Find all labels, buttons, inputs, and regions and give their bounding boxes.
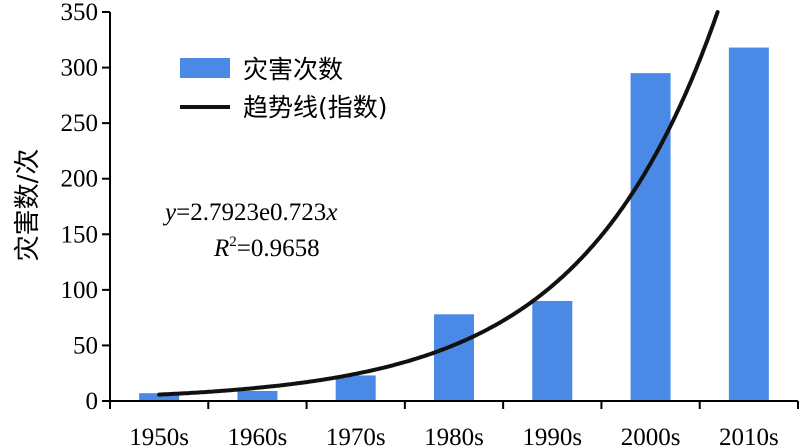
plot-area: 0 50 100 150 200 250 300 350 1950s 1960s 1970s 198… <box>61 0 799 448</box>
legend-label-bar: 灾害次数 <box>243 55 343 84</box>
x-ticks: 1950s 1960s 1970s 1980s 1990s 2000s 2010s <box>109 401 799 448</box>
legend-label-trend: 趋势线(指数) <box>243 93 388 122</box>
bar-1990s <box>532 300 573 401</box>
r2-sup: 2 <box>229 234 237 250</box>
y-tick-label: 150 <box>61 221 99 248</box>
bar-1950s <box>139 393 180 401</box>
x-tick-label: 2010s <box>719 424 779 448</box>
r2-symbol: R <box>213 235 229 262</box>
y-tick-label: 0 <box>86 388 99 415</box>
x-tick-label: 1950s <box>129 424 189 448</box>
bar-2010s <box>728 47 769 402</box>
bar-2000s <box>630 73 671 401</box>
x-tick-label: 1970s <box>326 424 386 448</box>
bar-group <box>139 47 769 402</box>
x-tick-label: 1980s <box>424 424 484 448</box>
r2-body: =0.9658 <box>237 235 320 262</box>
y-tick-label: 250 <box>61 110 99 137</box>
y-tick-label: 50 <box>73 332 98 359</box>
x-tick-label: 1990s <box>522 424 582 448</box>
y-axis-label: 灾害数/次 <box>13 149 43 262</box>
y-tick-label: 350 <box>61 0 99 26</box>
equation-body: =2.7923e0.723 <box>176 199 326 226</box>
trend-r-squared: R2=0.9658 <box>213 234 320 262</box>
y-ticks: 0 50 100 150 200 250 300 350 <box>61 0 110 415</box>
equation-var: x <box>325 199 337 226</box>
trendline <box>157 10 720 397</box>
equation-prefix: y <box>162 199 177 226</box>
legend: 灾害次数 趋势线(指数) <box>180 55 388 122</box>
y-tick-label: 300 <box>61 55 99 82</box>
x-tick-label: 2000s <box>621 424 681 448</box>
x-tick-label: 1960s <box>228 424 288 448</box>
y-tick-label: 100 <box>61 277 99 304</box>
legend-swatch-bar <box>180 58 230 78</box>
bar-1970s <box>335 375 376 401</box>
bar-1980s <box>434 314 474 401</box>
axes <box>109 12 798 402</box>
y-tick-label: 200 <box>61 166 99 193</box>
trend-equation: y=2.7923e0.723x <box>162 199 337 226</box>
bar-1960s <box>237 390 278 401</box>
